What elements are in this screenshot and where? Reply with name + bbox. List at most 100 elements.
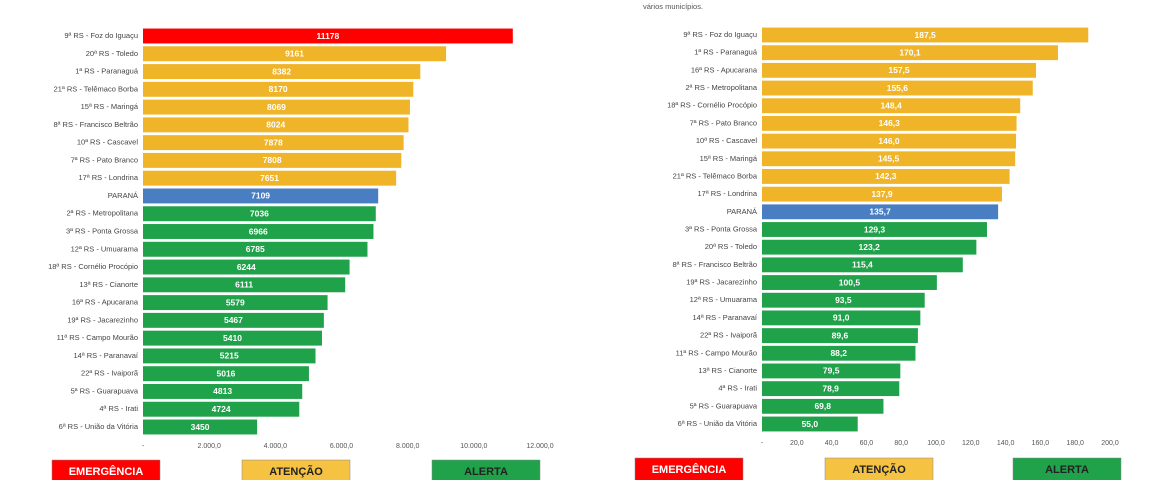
value-label: 146,0 (878, 136, 900, 146)
category-label: 11ª RS - Campo Mourão (676, 348, 757, 357)
bar (762, 381, 900, 397)
x-tick-label: 8.000,0 (396, 443, 419, 450)
bar (762, 292, 925, 308)
bar (762, 204, 999, 220)
x-tick-label: 160,0 (1032, 440, 1050, 447)
category-label: 14ª RS - Paranavaí (693, 313, 758, 322)
value-label: 187,5 (914, 30, 936, 40)
value-label: 170,1 (899, 47, 921, 57)
bar (143, 170, 397, 186)
bar (143, 348, 316, 364)
bar (762, 416, 858, 432)
category-label: 1ª RS - Paranaguá (75, 67, 139, 76)
bar (143, 401, 300, 417)
value-label: 8170 (269, 84, 288, 94)
category-label: 17ª RS - Londrina (79, 173, 139, 182)
category-label: 22ª RS - Ivaiporã (81, 369, 139, 378)
value-label: 5410 (223, 333, 242, 343)
value-label: 5215 (220, 351, 239, 361)
category-label: 19ª RS - Jacarezinho (686, 278, 757, 287)
bar (762, 80, 1033, 96)
bar (143, 241, 368, 257)
value-label: 7878 (264, 137, 283, 147)
bar (143, 135, 404, 151)
category-label: 5ª RS - Guarapuava (690, 401, 758, 410)
bar (143, 419, 258, 435)
bar (143, 46, 447, 62)
x-tick-label: 4.000,0 (264, 443, 287, 450)
value-label: 5467 (224, 315, 243, 325)
value-label: 4724 (212, 404, 231, 414)
value-label: 93,5 (835, 295, 852, 305)
category-label: 8ª RS - Francisco Beltrão (673, 260, 757, 269)
value-label: 6244 (237, 262, 256, 272)
bar (143, 206, 376, 222)
x-tick-label: 120,0 (962, 440, 980, 447)
value-label: 91,0 (833, 313, 850, 323)
bar (762, 98, 1021, 114)
bar (762, 62, 1037, 78)
category-label: 6ª RS - União da Vitória (678, 419, 758, 428)
bar (143, 259, 350, 275)
bar (143, 28, 513, 44)
category-label: 4ª RS - Irati (718, 384, 757, 393)
bar (762, 133, 1017, 149)
bar (143, 366, 309, 382)
category-label: 20ª RS - Toledo (86, 49, 138, 58)
value-label: 4813 (213, 386, 232, 396)
x-tick-label: - (761, 440, 764, 447)
value-label: 7036 (250, 208, 269, 218)
bar (143, 330, 322, 346)
legend-label: ATENÇÃO (269, 465, 323, 478)
value-label: 11178 (317, 31, 340, 41)
category-label: 2ª RS - Metropolitana (685, 83, 757, 92)
legend-box (431, 459, 541, 480)
value-label: 100,5 (839, 277, 861, 287)
x-tick-label: 6.000,0 (330, 443, 353, 450)
value-label: 135,7 (869, 207, 891, 217)
category-label: 20ª RS - Toledo (705, 242, 757, 251)
value-label: 69,8 (814, 401, 831, 411)
category-label: 9ª RS - Foz do Iguaçu (64, 31, 138, 40)
value-label: 137,9 (871, 189, 893, 199)
bar (143, 99, 410, 115)
category-label: 7ª RS - Pato Branco (690, 118, 757, 127)
category-label: 17ª RS - Londrina (698, 189, 758, 198)
value-label: 145,5 (878, 154, 900, 164)
value-label: 155,6 (887, 83, 909, 93)
category-label: 16ª RS - Apucarana (72, 298, 139, 307)
bar (143, 188, 379, 204)
x-tick-label: 100,0 (927, 440, 945, 447)
category-label: 11ª RS - Campo Mourão (57, 333, 138, 342)
x-tick-label: 2.000,0 (197, 443, 220, 450)
bar (143, 117, 409, 133)
x-tick-label: 140,0 (997, 440, 1015, 447)
bar (143, 312, 324, 328)
value-label: 129,3 (864, 224, 886, 234)
legend-box (241, 459, 351, 480)
value-label: 157,5 (888, 65, 910, 75)
value-label: 8382 (272, 66, 291, 76)
bar (762, 239, 977, 255)
bar (762, 398, 884, 414)
category-label: 22ª RS - Ivaiporã (700, 331, 758, 340)
value-label: 9161 (285, 49, 304, 59)
value-label: 8024 (266, 120, 285, 130)
value-label: 5016 (217, 368, 236, 378)
bar (762, 222, 987, 237)
category-label: 12ª RS - Umuarama (71, 244, 139, 253)
x-tick-label: 80,0 (894, 440, 908, 447)
category-label: 15ª RS - Maringá (700, 154, 758, 163)
bar (143, 81, 414, 97)
value-label: 5579 (226, 297, 245, 307)
value-label: 6966 (249, 226, 268, 236)
category-label: 18ª RS - Cornélio Procópio (667, 101, 757, 110)
value-label: 79,5 (823, 366, 840, 376)
bar (762, 310, 921, 326)
note: vários municípios. (643, 2, 703, 11)
value-label: 123,2 (859, 242, 881, 252)
category-label: 1ª RS - Paranaguá (694, 48, 758, 57)
category-label: 21ª RS - Telêmaco Borba (673, 171, 758, 180)
bar (762, 186, 1002, 202)
bar (762, 151, 1016, 167)
